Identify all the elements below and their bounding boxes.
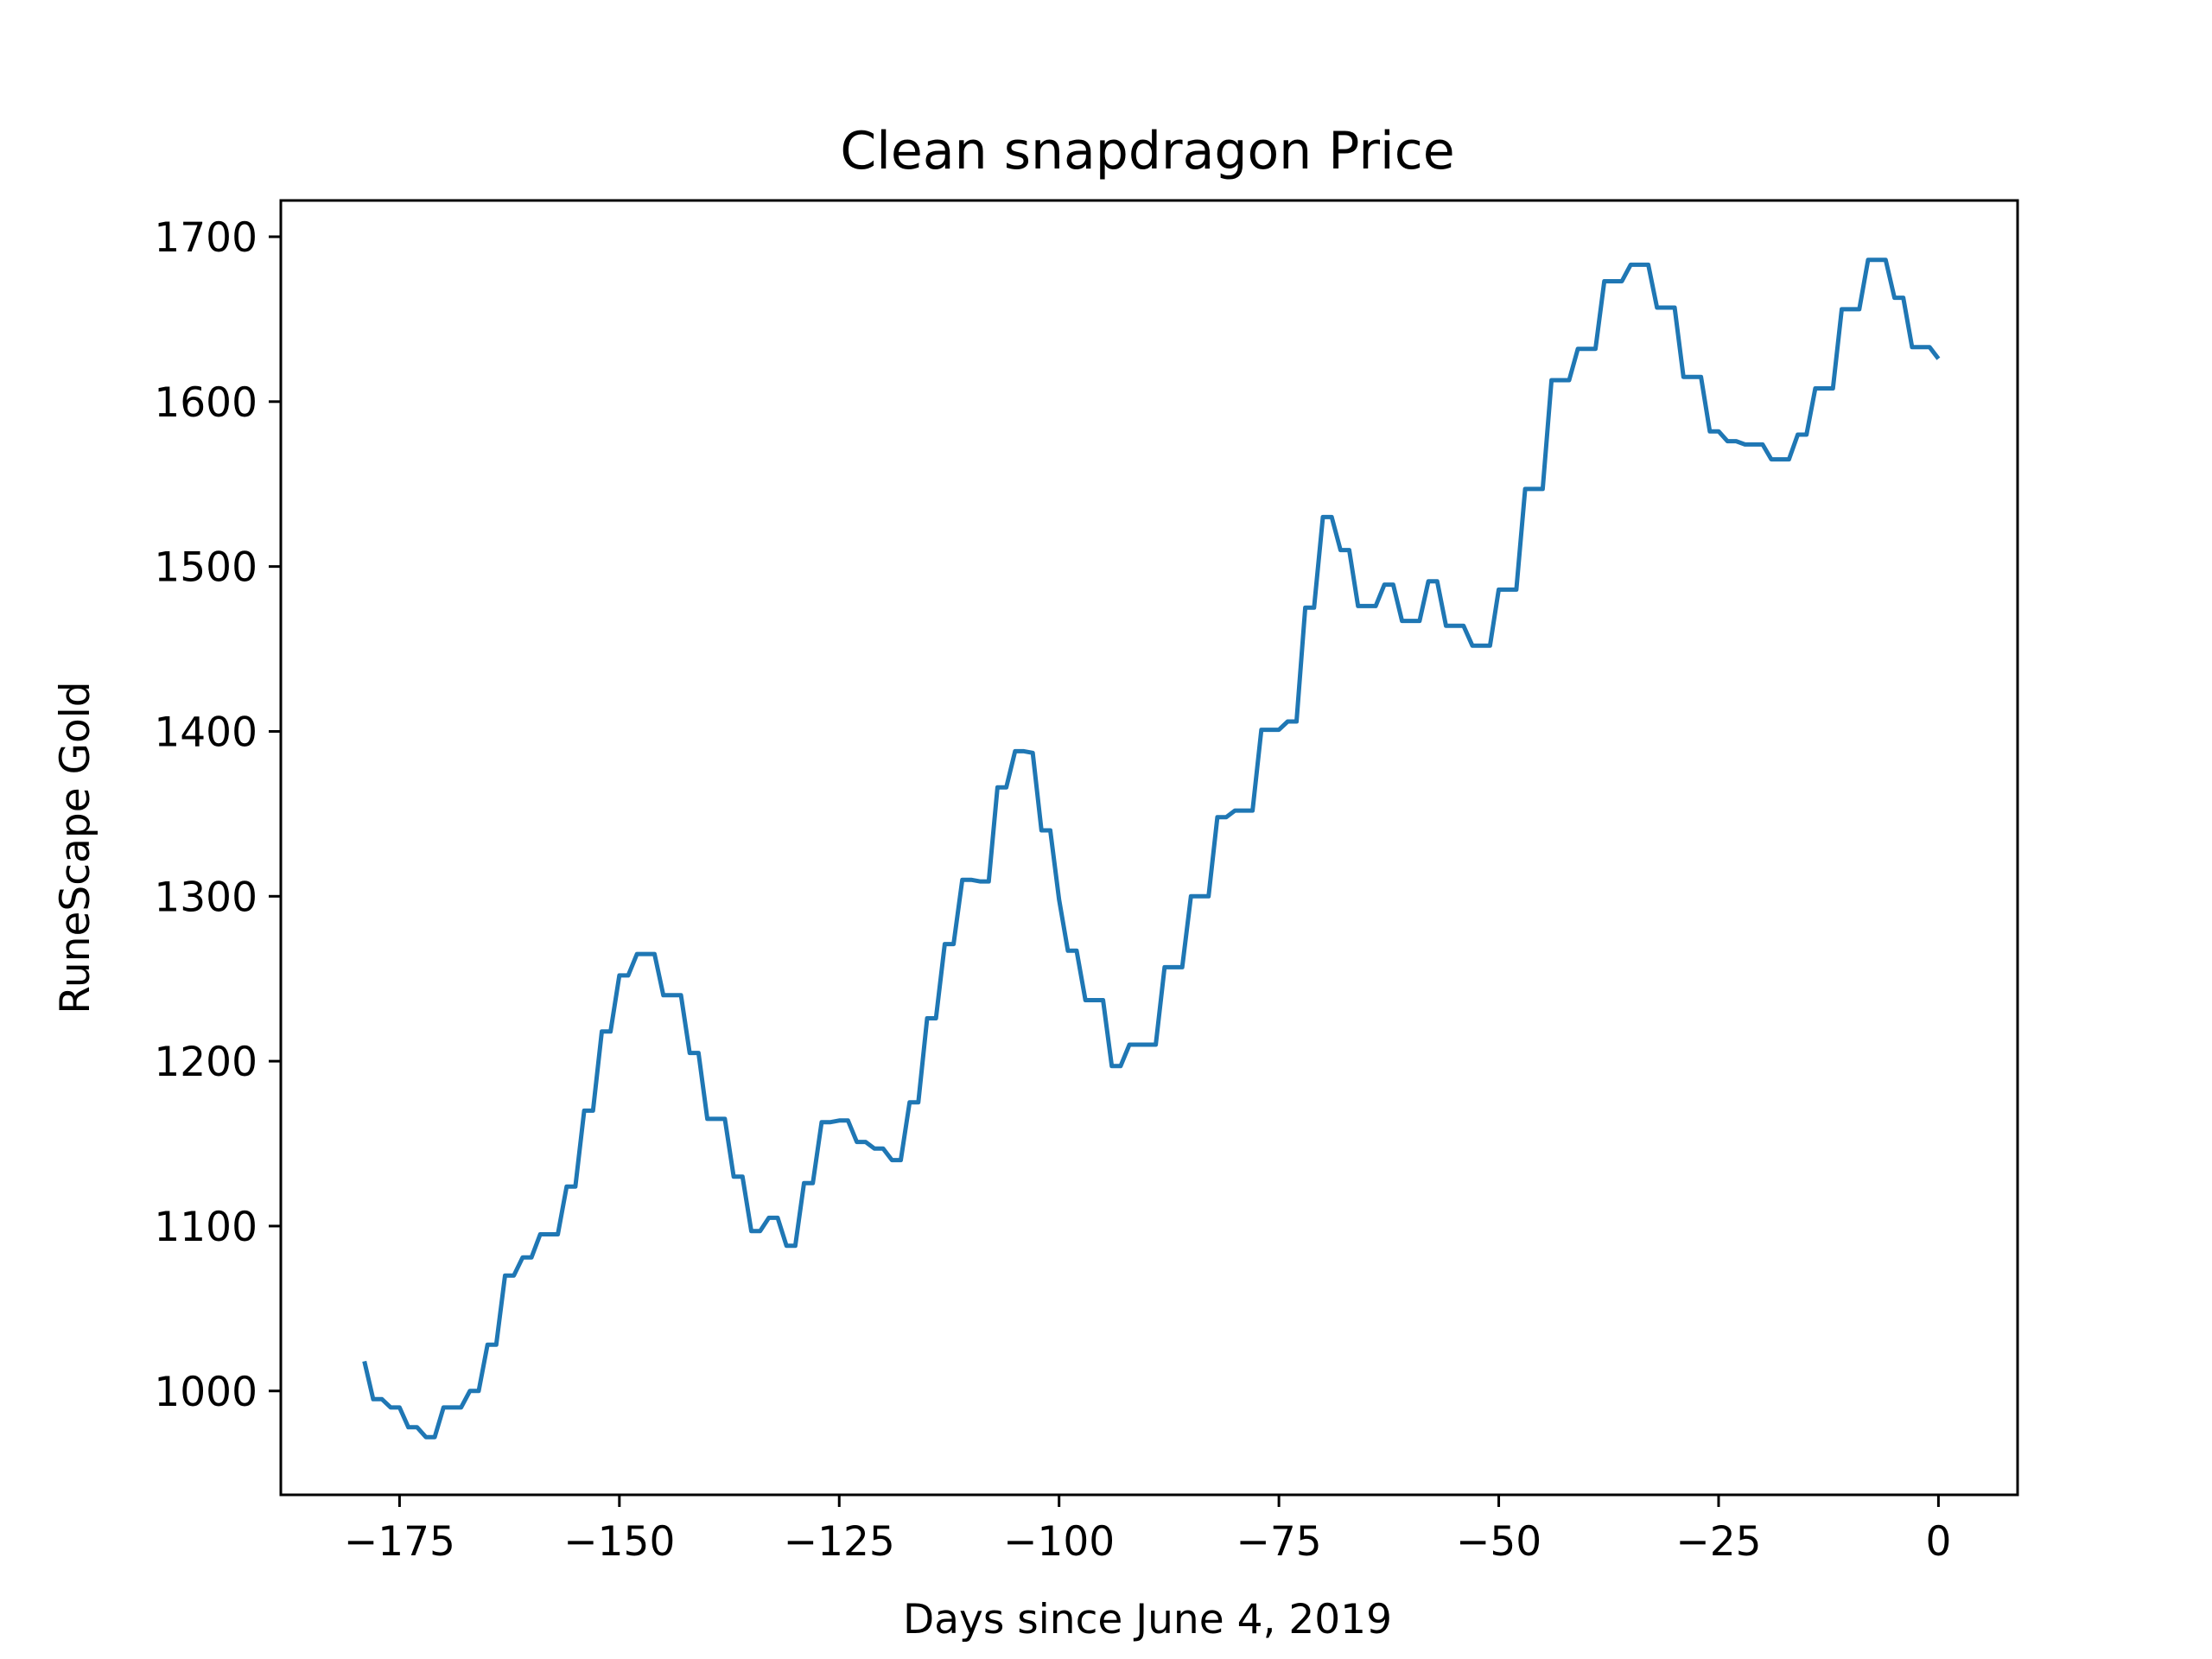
y-axis-ticks: 1000 1100 1200 1300 1400 1500 1600 1700	[154, 214, 281, 1416]
x-tick-label: −25	[1675, 1518, 1761, 1566]
series-line-0	[362, 257, 1941, 1440]
x-tick-label: −100	[1003, 1518, 1115, 1566]
x-tick-label: −125	[784, 1518, 895, 1566]
series-layer	[362, 257, 1941, 1440]
y-tick-label: 1400	[154, 709, 257, 756]
chart-title: Clean snapdragon Price	[840, 121, 1454, 181]
y-tick-label: 1700	[154, 214, 257, 262]
x-tick-label: 0	[1925, 1518, 1951, 1566]
y-tick-label: 1000	[154, 1369, 257, 1416]
y-tick-label: 1600	[154, 379, 257, 427]
plot-area	[279, 199, 2019, 1497]
y-tick-label: 1100	[154, 1204, 257, 1251]
x-axis-ticks: −175 −150 −125 −100 −75 −50 −25 0	[344, 1495, 1951, 1566]
x-tick-label: −175	[344, 1518, 455, 1566]
plot-frame	[279, 199, 2019, 1497]
x-axis-label: Days since June 4, 2019	[903, 1596, 1392, 1643]
x-tick-label: −150	[563, 1518, 675, 1566]
x-tick-label: −50	[1456, 1518, 1541, 1566]
y-axis-label: RuneScape Gold	[52, 681, 99, 1014]
x-tick-label: −75	[1236, 1518, 1322, 1566]
y-tick-label: 1300	[154, 874, 257, 921]
y-tick-label: 1500	[154, 544, 257, 592]
y-tick-label: 1200	[154, 1039, 257, 1086]
